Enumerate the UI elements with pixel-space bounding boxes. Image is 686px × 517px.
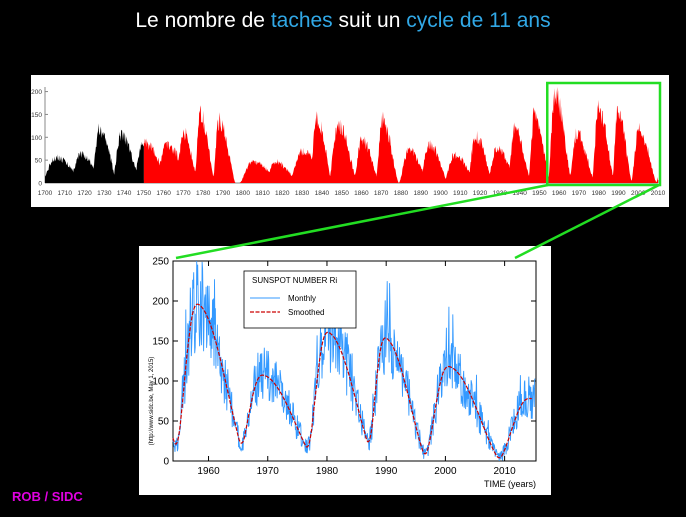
historical-x-tick-label: 1950 [532, 190, 547, 197]
title-highlight-taches: taches [270, 9, 333, 32]
historical-x-tick-label: 1990 [611, 190, 626, 197]
legend-box [243, 270, 357, 329]
recent-chart-svg: 0 50 100 150 200 250 1960 1970 1980 1990 2000 2010 T… [149, 257, 537, 489]
title-part-1: Le nombre de [135, 9, 271, 32]
recent-y-axis-label: (http://www.sidc.be, May 1, 2015) [149, 357, 155, 446]
historical-x-tick-label: 1870 [374, 190, 389, 197]
legend-label-smoothed: Smoothed [288, 308, 324, 317]
historical-y-tick-label: 0 [38, 181, 42, 188]
recent-y-tick-label: 50 [158, 417, 170, 428]
recent-y-tick-label: 150 [152, 337, 169, 348]
recent-x-axis-label: TIME (years) [484, 479, 536, 489]
title-highlight-cycle: cycle de 11 ans [406, 9, 551, 32]
highlight-box [546, 81, 662, 187]
historical-x-tick-label: 1880 [394, 190, 409, 197]
recent-x-tick-label: 2000 [434, 466, 457, 477]
title-part-3: suit un [332, 9, 407, 32]
historical-x-tick-label: 1780 [196, 190, 211, 197]
recent-x-tick-label: 1970 [257, 466, 280, 477]
historical-y-tick-label: 100 [31, 135, 42, 142]
recent-x-tick-label: 1960 [197, 466, 220, 477]
historical-x-tick-label: 1750 [137, 190, 152, 197]
zoom-line-left [175, 183, 549, 260]
recent-y-tick-label: 0 [163, 457, 169, 468]
recent-x-tick-label: 2010 [493, 466, 516, 477]
historical-x-tick-label: 1920 [473, 190, 488, 197]
recent-plot-frame [172, 260, 537, 462]
recent-y-tick-label: 250 [152, 257, 169, 268]
historical-area-post-1750 [143, 87, 658, 183]
historical-area-pre-1750 [45, 123, 144, 183]
recent-y-tick-label: 100 [152, 377, 169, 388]
recent-y-tick-label: 200 [152, 297, 169, 308]
historical-y-tick-label: 200 [31, 89, 42, 96]
historical-sunspot-chart: 0 50 100 150 200 1700 1710 1720 1730 1740 1750 1760… [31, 75, 669, 207]
recent-x-tick-label: 1990 [375, 466, 398, 477]
historical-x-tick-label: 1830 [295, 190, 310, 197]
historical-x-tick-label: 1790 [216, 190, 231, 197]
historical-x-tick-label: 1970 [572, 190, 587, 197]
series-smoothed-line [172, 303, 532, 459]
historical-x-tick-label: 1860 [354, 190, 369, 197]
historical-x-tick-label: 1760 [156, 190, 171, 197]
credit-label: ROB / SIDC [12, 489, 83, 504]
historical-x-tick-label: 1980 [591, 190, 606, 197]
historical-x-tick-label: 1720 [77, 190, 92, 197]
historical-y-tick-label: 150 [31, 112, 42, 119]
historical-x-tick-label: 1740 [117, 190, 132, 197]
historical-x-tick-label: 1900 [433, 190, 448, 197]
historical-x-tick-label: 1800 [236, 190, 251, 197]
recent-sunspot-chart: 0 50 100 150 200 250 1960 1970 1980 1990 2000 2010 T… [139, 246, 551, 495]
historical-x-tick-label: 2000 [631, 190, 646, 197]
historical-x-tick-label: 1700 [38, 190, 53, 197]
slide-title: Le nombre de taches suit un cycle de 11 … [0, 9, 686, 33]
recent-legend: SUNSPOT NUMBER Ri Monthly Smoothed [243, 270, 357, 329]
historical-x-tick-label: 1730 [97, 190, 112, 197]
historical-x-tick-label: 1710 [58, 190, 73, 197]
historical-y-tick-label: 50 [35, 158, 43, 165]
legend-title: SUNSPOT NUMBER Ri [252, 276, 337, 285]
historical-x-tick-label: 1770 [176, 190, 191, 197]
historical-x-tick-label: 1840 [315, 190, 330, 197]
legend-label-monthly: Monthly [288, 294, 316, 303]
zoom-line-right [514, 183, 660, 260]
historical-x-tick-label: 1810 [255, 190, 270, 197]
historical-x-tick-label: 1960 [552, 190, 567, 197]
historical-x-tick-label: 1940 [512, 190, 527, 197]
historical-x-tick-label: 2010 [651, 190, 666, 197]
historical-x-tick-label: 1820 [275, 190, 290, 197]
recent-x-tick-label: 1980 [316, 466, 339, 477]
historical-chart-svg: 0 50 100 150 200 1700 1710 1720 1730 1740 1750 1760… [31, 81, 666, 197]
series-monthly-line [172, 260, 536, 462]
historical-x-tick-label: 1890 [413, 190, 428, 197]
historical-x-tick-label: 1850 [334, 190, 349, 197]
historical-x-tick-label: 1910 [453, 190, 468, 197]
